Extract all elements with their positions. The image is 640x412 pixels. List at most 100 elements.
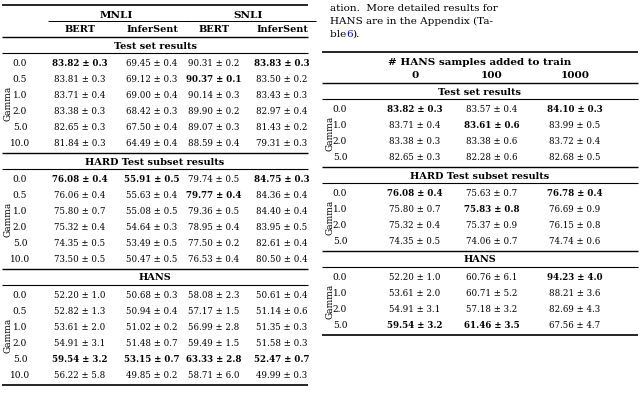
Text: InferSent: InferSent — [126, 24, 178, 33]
Text: 1000: 1000 — [561, 70, 589, 80]
Text: 56.22 ± 5.8: 56.22 ± 5.8 — [54, 370, 106, 379]
Text: Gamma: Gamma — [3, 201, 13, 236]
Text: ation.  More detailed results for: ation. More detailed results for — [330, 3, 498, 12]
Text: 53.61 ± 2.0: 53.61 ± 2.0 — [389, 288, 440, 297]
Text: 75.37 ± 0.9: 75.37 ± 0.9 — [467, 220, 518, 229]
Text: 74.74 ± 0.6: 74.74 ± 0.6 — [549, 236, 600, 246]
Text: 74.06 ± 0.7: 74.06 ± 0.7 — [467, 236, 518, 246]
Text: 1.0: 1.0 — [13, 323, 27, 332]
Text: 53.61 ± 2.0: 53.61 ± 2.0 — [54, 323, 106, 332]
Text: InferSent: InferSent — [256, 24, 308, 33]
Text: 0.5: 0.5 — [13, 75, 28, 84]
Text: HARD Test subset results: HARD Test subset results — [410, 171, 550, 180]
Text: 57.18 ± 3.2: 57.18 ± 3.2 — [467, 304, 518, 314]
Text: 76.08 ± 0.4: 76.08 ± 0.4 — [387, 189, 443, 197]
Text: 83.50 ± 0.2: 83.50 ± 0.2 — [256, 75, 308, 84]
Text: 50.47 ± 0.5: 50.47 ± 0.5 — [126, 255, 178, 264]
Text: 76.78 ± 0.4: 76.78 ± 0.4 — [547, 189, 603, 197]
Text: HANS: HANS — [463, 255, 497, 265]
Text: 5.0: 5.0 — [13, 354, 28, 363]
Text: # HANS samples added to train: # HANS samples added to train — [388, 58, 572, 66]
Text: ble: ble — [330, 30, 349, 38]
Text: 76.06 ± 0.4: 76.06 ± 0.4 — [54, 190, 106, 199]
Text: 90.14 ± 0.3: 90.14 ± 0.3 — [188, 91, 240, 100]
Text: 5.0: 5.0 — [333, 321, 348, 330]
Text: 59.54 ± 3.2: 59.54 ± 3.2 — [387, 321, 443, 330]
Text: 88.59 ± 0.4: 88.59 ± 0.4 — [188, 138, 240, 147]
Text: Test set results: Test set results — [438, 87, 522, 96]
Text: 94.23 ± 4.0: 94.23 ± 4.0 — [547, 272, 603, 281]
Text: 83.57 ± 0.4: 83.57 ± 0.4 — [467, 105, 518, 113]
Text: 57.17 ± 1.5: 57.17 ± 1.5 — [188, 307, 240, 316]
Text: 90.37 ± 0.1: 90.37 ± 0.1 — [186, 75, 242, 84]
Text: 51.14 ± 0.6: 51.14 ± 0.6 — [256, 307, 308, 316]
Text: 51.48 ± 0.7: 51.48 ± 0.7 — [126, 339, 178, 347]
Text: BERT: BERT — [198, 24, 230, 33]
Text: 0.5: 0.5 — [13, 307, 28, 316]
Text: Gamma: Gamma — [3, 317, 13, 353]
Text: 51.02 ± 0.2: 51.02 ± 0.2 — [126, 323, 178, 332]
Text: 78.95 ± 0.4: 78.95 ± 0.4 — [188, 222, 240, 232]
Text: 83.38 ± 0.3: 83.38 ± 0.3 — [54, 106, 106, 115]
Text: 74.35 ± 0.5: 74.35 ± 0.5 — [389, 236, 440, 246]
Text: 61.46 ± 3.5: 61.46 ± 3.5 — [464, 321, 520, 330]
Text: 5.0: 5.0 — [333, 152, 348, 162]
Text: 76.69 ± 0.9: 76.69 ± 0.9 — [549, 204, 600, 213]
Text: 83.95 ± 0.5: 83.95 ± 0.5 — [257, 222, 308, 232]
Text: 67.50 ± 0.4: 67.50 ± 0.4 — [126, 122, 178, 131]
Text: 68.42 ± 0.3: 68.42 ± 0.3 — [126, 106, 178, 115]
Text: 69.00 ± 0.4: 69.00 ± 0.4 — [126, 91, 178, 100]
Text: 64.49 ± 0.4: 64.49 ± 0.4 — [126, 138, 178, 147]
Text: 5.0: 5.0 — [333, 236, 348, 246]
Text: 53.49 ± 0.5: 53.49 ± 0.5 — [127, 239, 177, 248]
Text: 75.80 ± 0.7: 75.80 ± 0.7 — [389, 204, 441, 213]
Text: 0.0: 0.0 — [13, 175, 27, 183]
Text: 69.45 ± 0.4: 69.45 ± 0.4 — [126, 59, 178, 68]
Text: 74.35 ± 0.5: 74.35 ± 0.5 — [54, 239, 106, 248]
Text: 69.12 ± 0.3: 69.12 ± 0.3 — [126, 75, 178, 84]
Text: 0.5: 0.5 — [13, 190, 28, 199]
Text: 83.71 ± 0.4: 83.71 ± 0.4 — [54, 91, 106, 100]
Text: 84.40 ± 0.4: 84.40 ± 0.4 — [256, 206, 308, 215]
Text: 83.43 ± 0.3: 83.43 ± 0.3 — [257, 91, 307, 100]
Text: 83.83 ± 0.3: 83.83 ± 0.3 — [254, 59, 310, 68]
Text: 2.0: 2.0 — [13, 339, 27, 347]
Text: 55.91 ± 0.5: 55.91 ± 0.5 — [124, 175, 180, 183]
Text: Test set results: Test set results — [113, 42, 196, 51]
Text: 81.43 ± 0.2: 81.43 ± 0.2 — [256, 122, 308, 131]
Text: 52.47 ± 0.7: 52.47 ± 0.7 — [254, 354, 310, 363]
Text: 73.50 ± 0.5: 73.50 ± 0.5 — [54, 255, 106, 264]
Text: HANS are in the Appendix (Ta-: HANS are in the Appendix (Ta- — [330, 16, 493, 26]
Text: 83.61 ± 0.6: 83.61 ± 0.6 — [464, 120, 520, 129]
Text: 0.0: 0.0 — [13, 290, 27, 300]
Text: 56.99 ± 2.8: 56.99 ± 2.8 — [188, 323, 239, 332]
Text: 10.0: 10.0 — [10, 255, 30, 264]
Text: 53.15 ± 0.7: 53.15 ± 0.7 — [124, 354, 180, 363]
Text: 84.36 ± 0.4: 84.36 ± 0.4 — [257, 190, 308, 199]
Text: BERT: BERT — [65, 24, 95, 33]
Text: 10.0: 10.0 — [10, 138, 30, 147]
Text: 0.0: 0.0 — [333, 189, 347, 197]
Text: 50.94 ± 0.4: 50.94 ± 0.4 — [126, 307, 178, 316]
Text: 75.63 ± 0.7: 75.63 ± 0.7 — [467, 189, 518, 197]
Text: 83.99 ± 0.5: 83.99 ± 0.5 — [549, 120, 600, 129]
Text: Gamma: Gamma — [3, 85, 13, 121]
Text: 77.50 ± 0.2: 77.50 ± 0.2 — [188, 239, 240, 248]
Text: 5.0: 5.0 — [13, 239, 28, 248]
Text: 82.65 ± 0.3: 82.65 ± 0.3 — [389, 152, 440, 162]
Text: 89.90 ± 0.2: 89.90 ± 0.2 — [188, 106, 240, 115]
Text: 79.77 ± 0.4: 79.77 ± 0.4 — [186, 190, 242, 199]
Text: 81.84 ± 0.3: 81.84 ± 0.3 — [54, 138, 106, 147]
Text: 49.99 ± 0.3: 49.99 ± 0.3 — [257, 370, 308, 379]
Text: 83.38 ± 0.6: 83.38 ± 0.6 — [467, 136, 518, 145]
Text: 82.61 ± 0.4: 82.61 ± 0.4 — [256, 239, 308, 248]
Text: 55.08 ± 0.5: 55.08 ± 0.5 — [126, 206, 178, 215]
Text: MNLI: MNLI — [99, 10, 132, 19]
Text: 0.0: 0.0 — [13, 59, 27, 68]
Text: 58.71 ± 6.0: 58.71 ± 6.0 — [188, 370, 240, 379]
Text: 82.65 ± 0.3: 82.65 ± 0.3 — [54, 122, 106, 131]
Text: 52.20 ± 1.0: 52.20 ± 1.0 — [389, 272, 441, 281]
Text: 5.0: 5.0 — [13, 122, 28, 131]
Text: 1.0: 1.0 — [333, 204, 347, 213]
Text: 54.91 ± 3.1: 54.91 ± 3.1 — [389, 304, 440, 314]
